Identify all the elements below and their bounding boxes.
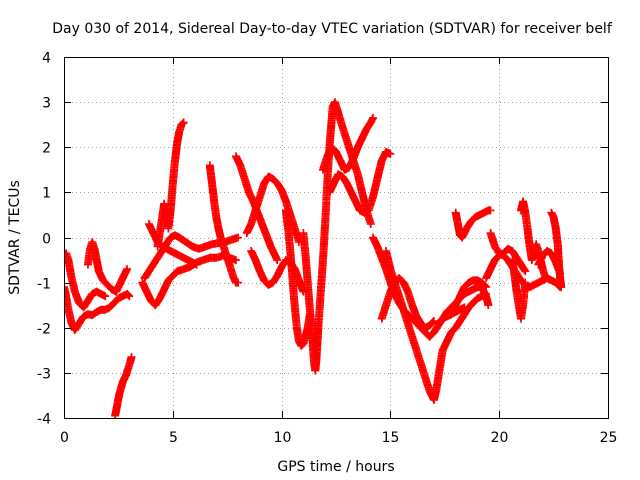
x-tick-label: 25 bbox=[600, 430, 618, 446]
y-tick-label: 2 bbox=[42, 141, 51, 157]
y-tick-labels: -4 -3 -2 -1 0 1 2 3 4 bbox=[37, 51, 51, 428]
series-arc-13 bbox=[282, 206, 314, 350]
x-tick-label: 5 bbox=[169, 430, 178, 446]
series-arc-9 bbox=[205, 161, 243, 287]
x-tick-label: 15 bbox=[382, 430, 400, 446]
series-arc-28 bbox=[534, 247, 565, 278]
series-arc-4 bbox=[111, 353, 136, 418]
y-tick-label: -2 bbox=[37, 322, 51, 338]
series-arc-1 bbox=[64, 249, 110, 312]
axis-ticks bbox=[64, 57, 609, 419]
y-tick-label: -3 bbox=[37, 367, 51, 383]
series-arc-22 bbox=[451, 206, 495, 242]
series-arc-7 bbox=[153, 118, 188, 251]
series-arc-26 bbox=[508, 256, 530, 323]
data-layer bbox=[64, 98, 566, 418]
series-arc-16 bbox=[325, 147, 395, 217]
y-tick-label: 0 bbox=[42, 232, 51, 248]
series-arc-2 bbox=[64, 283, 134, 334]
chart-title: Day 030 of 2014, Sidereal Day-to-day VTE… bbox=[52, 21, 613, 37]
y-tick-label: -4 bbox=[37, 412, 51, 428]
series-arc-8 bbox=[144, 220, 201, 269]
y-tick-label: -1 bbox=[37, 277, 51, 293]
y-tick-label: 4 bbox=[42, 51, 51, 67]
x-tick-label: 0 bbox=[60, 430, 69, 446]
x-axis-label: GPS time / hours bbox=[277, 459, 394, 475]
series-arc-3 bbox=[83, 238, 132, 296]
series-arc-24 bbox=[482, 244, 530, 283]
y-tick-label: 3 bbox=[42, 96, 51, 112]
series-arc-15 bbox=[318, 113, 377, 174]
x-tick-label: 10 bbox=[274, 430, 292, 446]
series-arc-19 bbox=[377, 274, 438, 332]
y-axis-label: SDTVAR / TECUs bbox=[7, 180, 23, 295]
series-arc-21 bbox=[434, 303, 469, 328]
series-arc-11 bbox=[242, 172, 303, 246]
y-tick-label: 1 bbox=[42, 186, 51, 202]
x-tick-labels: 0 5 10 15 20 25 bbox=[60, 430, 617, 446]
x-tick-label: 20 bbox=[491, 430, 509, 446]
